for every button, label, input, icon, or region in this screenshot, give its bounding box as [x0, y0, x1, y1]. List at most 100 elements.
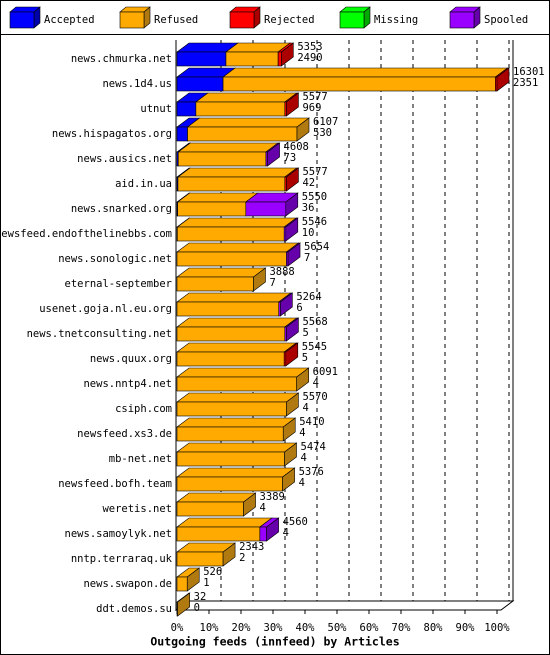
y-tick-label: aid.in.ua [115, 178, 172, 190]
y-tick-label: newsfeed.endofthelinebbs.com [0, 228, 172, 240]
bar-side [282, 467, 295, 492]
bar-segment [283, 217, 299, 242]
bar-front [176, 326, 286, 342]
bar-side [281, 42, 294, 67]
value-label: 0 [194, 602, 200, 614]
bar-front [176, 551, 224, 567]
bar-side [186, 567, 200, 592]
bar-side [285, 192, 299, 217]
bar-segment [283, 92, 300, 117]
bar-top [176, 242, 300, 253]
value-label: 42 [302, 177, 315, 189]
x-tick-label: 50% [328, 622, 348, 634]
bar-front [187, 126, 298, 142]
bar-segment [176, 467, 296, 492]
bar-segment [176, 92, 209, 117]
value-label: 4 [313, 377, 319, 389]
value-label: 3888 [269, 266, 294, 278]
legend-swatch [119, 11, 145, 29]
y-tick-label: eternal-september [65, 278, 172, 290]
bar-front [277, 51, 282, 67]
bar-segment [176, 392, 300, 417]
value-label: 16301 [513, 66, 545, 78]
bar-front [176, 401, 287, 417]
bar-front [176, 101, 197, 117]
bar-side [253, 267, 266, 292]
y-tick-label: news.snarked.org [71, 203, 172, 215]
bar-segment [177, 142, 279, 167]
y-tick-label: news.sonologic.net [58, 253, 172, 265]
value-label: 3389 [260, 491, 285, 503]
bar-top [176, 492, 257, 503]
bar-segment [176, 492, 257, 517]
bar-side [286, 92, 299, 117]
value-label: 10 [302, 227, 315, 239]
value-label: 4 [299, 477, 305, 489]
y-tick-label: news.1d4.us [102, 78, 172, 90]
value-label: 7 [304, 252, 310, 264]
bar-segment [176, 242, 300, 267]
bar-side [266, 517, 279, 542]
x-tick-label: 100% [484, 622, 510, 634]
value-label: 4 [260, 502, 266, 514]
bar-segment [277, 42, 295, 67]
legend-swatch [449, 11, 475, 29]
bar-segment [176, 42, 239, 67]
bar-front [176, 426, 284, 442]
bar-segment [222, 67, 509, 92]
bar-side [296, 117, 310, 142]
bar-top [176, 517, 273, 528]
bar-front [176, 51, 227, 67]
x-tick-label: 70% [392, 622, 412, 634]
bar-segment [177, 167, 298, 192]
y-tick-label: nntp.terraraq.uk [71, 553, 173, 565]
bar-segment [258, 517, 280, 542]
legend-swatch [229, 11, 255, 29]
y-tick-label: ddt.demos.su [96, 603, 172, 615]
y-tick-label: news.chmurka.net [71, 53, 172, 65]
bar-top [176, 217, 298, 228]
value-label: 4 [302, 402, 308, 414]
bar-side [284, 442, 297, 467]
bar-side [282, 417, 296, 442]
bar-segment [494, 67, 510, 92]
value-label: 5 [302, 352, 308, 364]
bar-side [280, 292, 293, 317]
bar-front [195, 101, 286, 117]
bar-top [176, 292, 292, 303]
bar-side [222, 542, 236, 567]
value-label: 2351 [513, 77, 538, 89]
value-label: 32 [194, 591, 207, 603]
y-tick-label: news.ausics.net [77, 153, 172, 165]
bar-top [177, 167, 298, 178]
value-label: 526 [203, 566, 222, 578]
legend-label: Missing [374, 14, 418, 26]
bar-top [194, 92, 298, 103]
x-tick-label: 20% [232, 622, 252, 634]
value-label: 5264 [296, 291, 321, 303]
bar-top [176, 267, 267, 278]
value-label: 2490 [297, 52, 322, 64]
x-tick-label: 0% [171, 622, 184, 634]
bar-front [176, 276, 254, 292]
bar-side [285, 217, 299, 242]
value-label: 969 [302, 102, 321, 114]
bar-top [176, 317, 298, 328]
bar-top [176, 442, 298, 453]
bar-front [259, 526, 267, 542]
value-label: 1 [203, 577, 209, 589]
value-label: 4560 [283, 516, 308, 528]
y-tick-label: news.swapon.de [83, 578, 172, 590]
bar-side [286, 317, 299, 342]
legend-label: Rejected [264, 14, 315, 26]
bar-segment [176, 67, 236, 92]
bar-segment [283, 167, 300, 192]
value-label: 4 [299, 427, 305, 439]
x-tick-label: 60% [360, 622, 380, 634]
value-label: 5376 [299, 466, 324, 478]
bar-top [176, 467, 296, 478]
bar-segment [285, 242, 301, 267]
bar-segment [176, 592, 191, 617]
bar-segment [176, 442, 298, 467]
